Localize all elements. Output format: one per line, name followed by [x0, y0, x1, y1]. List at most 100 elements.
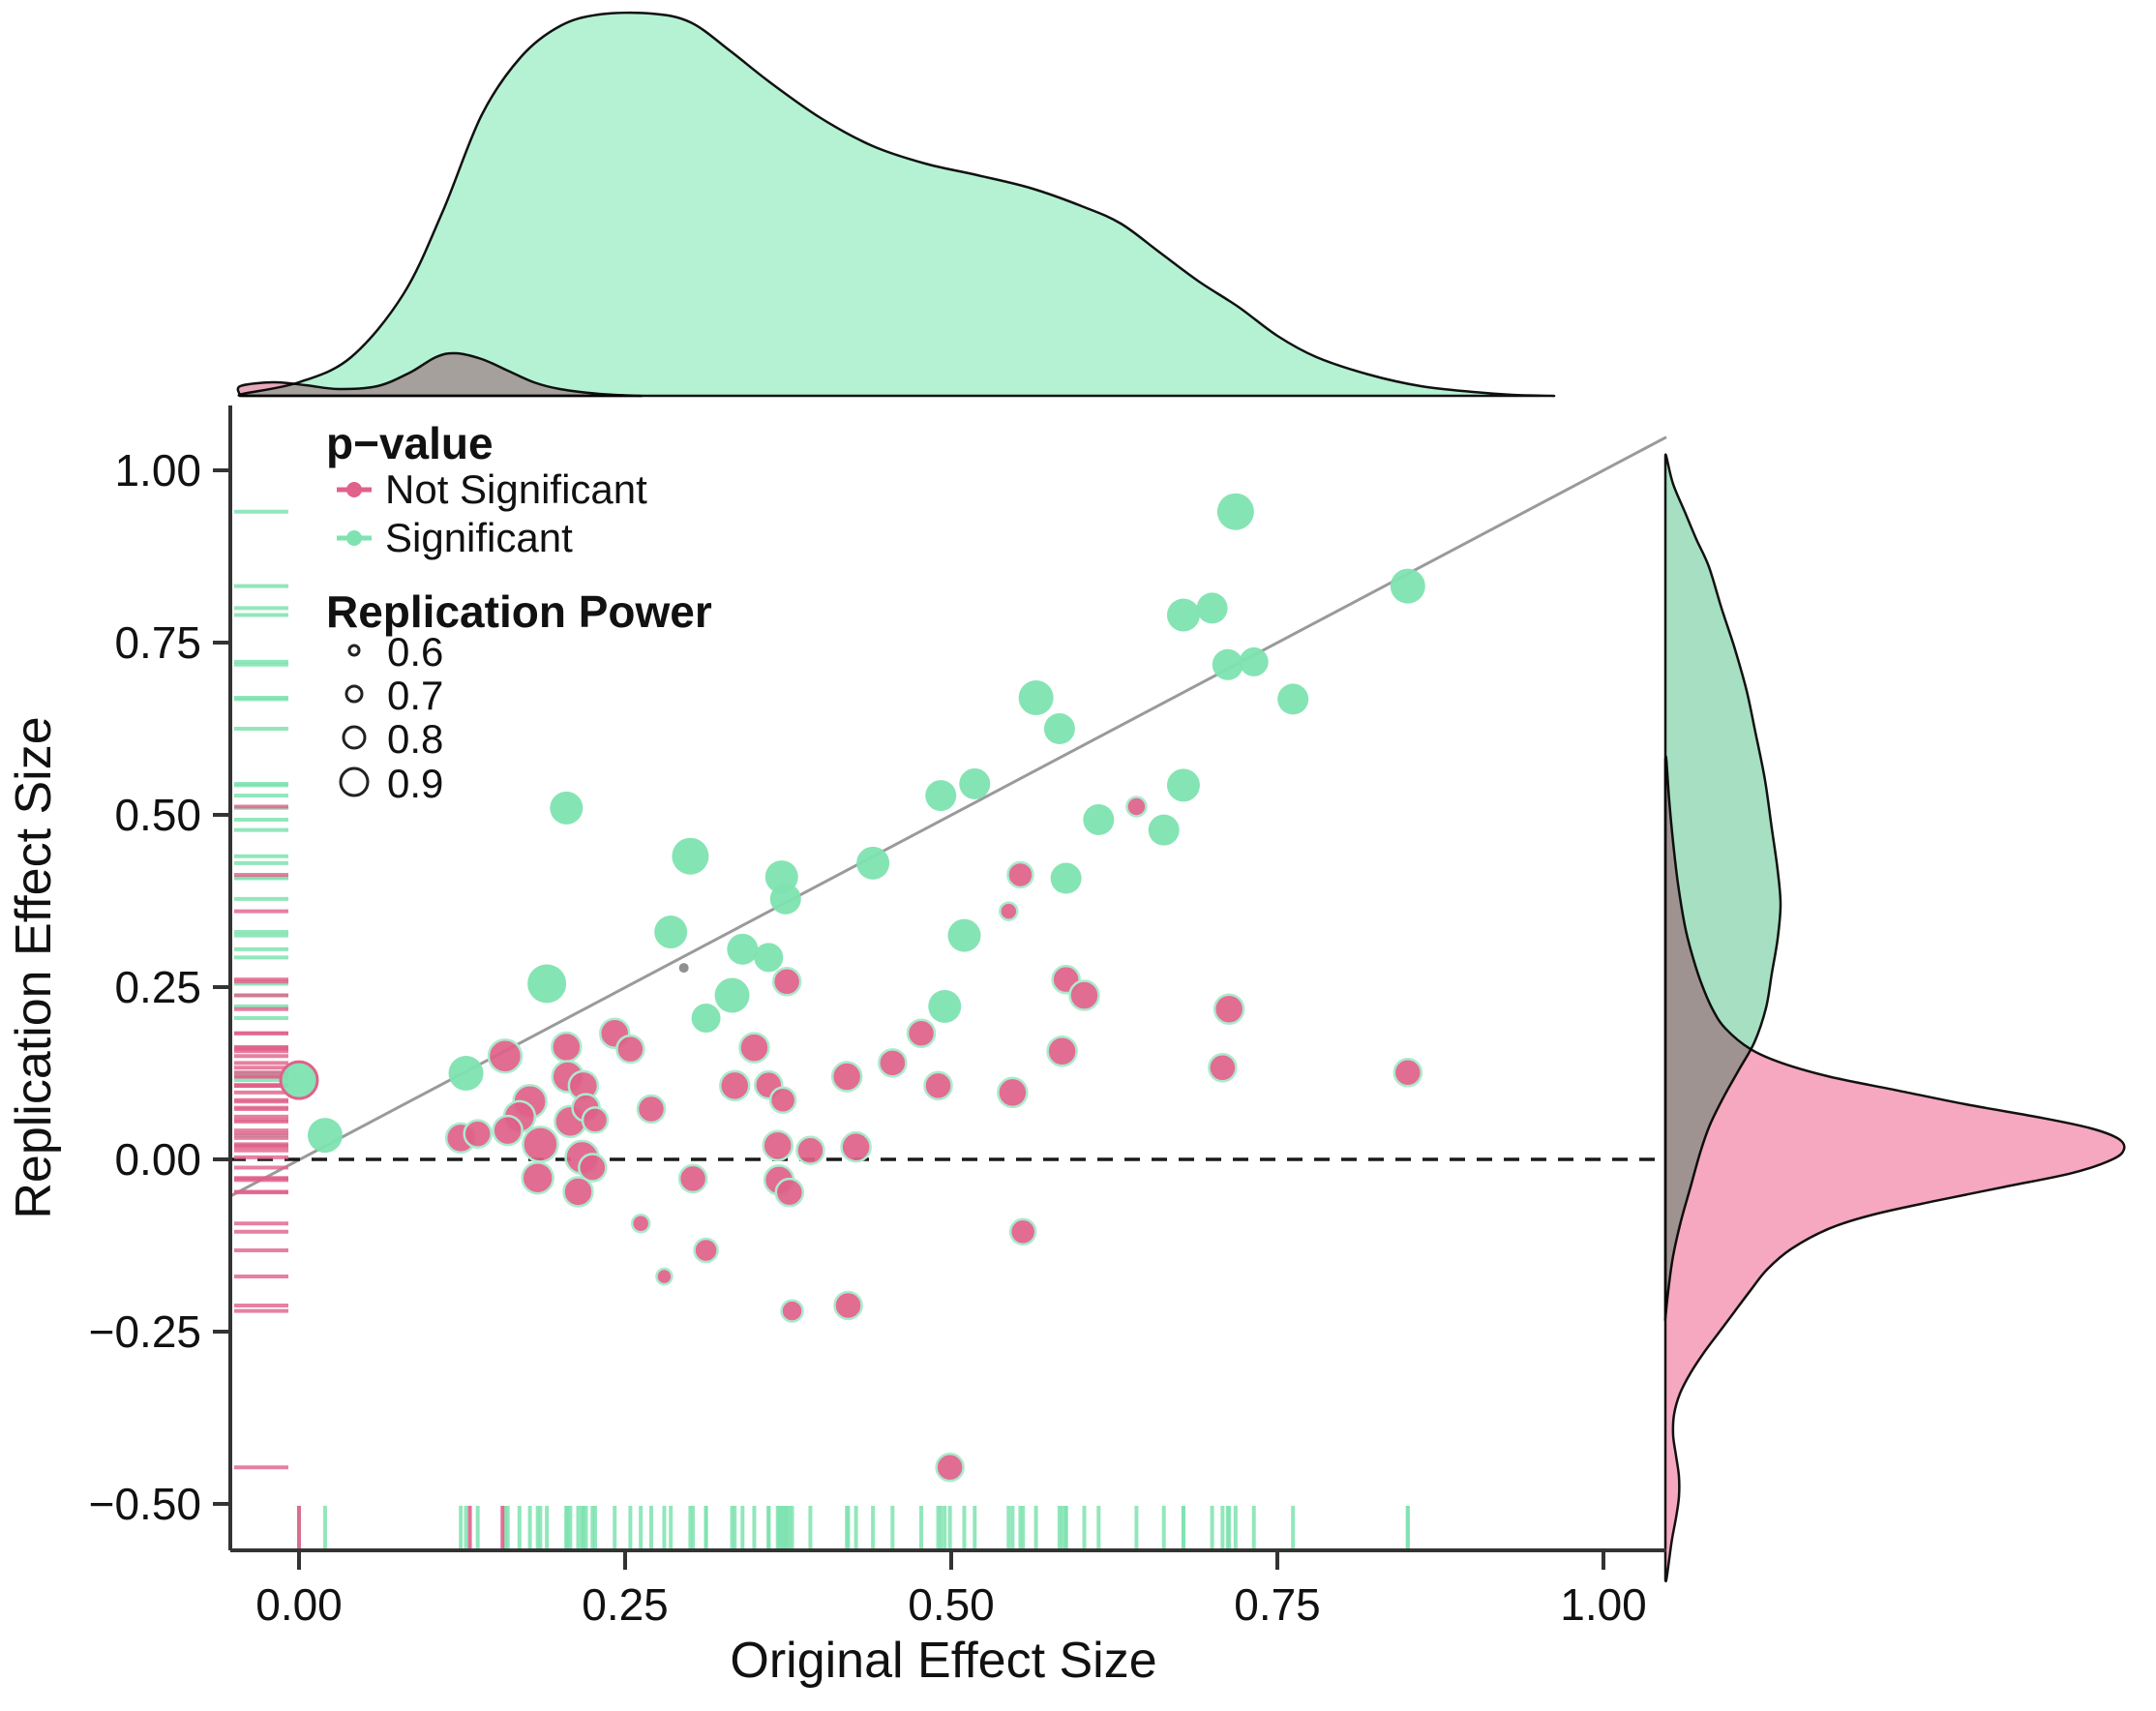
scatter-point-significant	[1083, 803, 1115, 835]
legend-power-title: Replication Power	[326, 586, 712, 637]
right-density-not-significant	[1663, 755, 2126, 1583]
scatter-point-not-significant	[693, 1237, 719, 1264]
scatter-point-not-significant	[677, 1163, 708, 1194]
scatter-point-not-significant	[997, 1076, 1029, 1109]
legend-power-circle	[344, 684, 364, 704]
x-tick-label: 0.75	[1234, 1579, 1321, 1630]
scatter-point-not-significant	[774, 1177, 805, 1208]
scatter-point-not-significant	[935, 1453, 965, 1483]
legend-power-label: 0.7	[387, 673, 443, 718]
scatter-point-not-significant	[1008, 1217, 1037, 1246]
legend-power-label: 0.6	[387, 629, 443, 675]
x-tick-label: 0.25	[582, 1579, 669, 1630]
scatter-point-other	[678, 963, 689, 974]
scatter-point-significant	[279, 1060, 319, 1100]
legend-pvalue-title: p−value	[326, 418, 494, 468]
scatter-point-not-significant	[522, 1126, 559, 1163]
axes: 1.00 0.75 0.50 0.25 0.00 −0.25 −0.50 0.00 0.25 0.…	[89, 405, 1667, 1630]
y-tick-label: 0.75	[114, 617, 201, 668]
scatter-point-significant	[1050, 862, 1082, 894]
scatter-point-not-significant	[1068, 979, 1100, 1011]
scatter-point-not-significant	[830, 1061, 863, 1093]
scatter-point-not-significant	[771, 967, 802, 997]
scatter-point-significant	[448, 1056, 484, 1091]
scatter-point-not-significant	[923, 1070, 953, 1101]
scatter-point-not-significant	[463, 1119, 493, 1149]
x-tick-label: 1.00	[1560, 1579, 1647, 1630]
y-tick-label: 0.50	[114, 790, 201, 840]
scatter-point-significant	[1043, 713, 1075, 744]
x-tick-label: 0.50	[908, 1579, 995, 1630]
x-axis-title: Original Effect Size	[730, 1633, 1156, 1689]
y-tick-label: −0.50	[89, 1479, 201, 1529]
x-tick-label: 0.00	[255, 1579, 343, 1630]
legend-power-circle	[342, 725, 367, 750]
scatter-point-not-significant	[1125, 795, 1148, 818]
scatter-point-significant	[1196, 592, 1228, 624]
scatter-point-not-significant	[738, 1032, 770, 1064]
y-tick-label: 0.00	[114, 1134, 201, 1185]
y-tick-label: 0.25	[114, 962, 201, 1012]
scatter-point-not-significant	[630, 1213, 651, 1234]
scatter-points	[279, 493, 1425, 1483]
scatter-point-not-significant	[906, 1018, 937, 1048]
scatter-point-not-significant	[833, 1290, 863, 1321]
rug-marks	[234, 509, 1410, 1548]
scatter-point-significant	[550, 791, 584, 825]
scatter-point-significant	[654, 916, 688, 949]
scatter-point-significant	[1277, 683, 1309, 715]
scatter-point-not-significant	[578, 1153, 608, 1183]
scatter-point-not-significant	[1208, 1053, 1238, 1083]
scatter-point-not-significant	[795, 1135, 825, 1165]
legend-power-circle	[347, 644, 361, 657]
scatter-point-not-significant	[581, 1106, 610, 1134]
scatter-point-significant	[1148, 814, 1180, 846]
legend-significant-glyph	[346, 530, 362, 546]
scatter-point-not-significant	[878, 1048, 908, 1078]
scatter-point-not-significant	[492, 1114, 524, 1147]
scatter-point-significant	[1018, 679, 1054, 715]
y-tick-label: −0.25	[89, 1306, 201, 1357]
scatter-point-not-significant	[1046, 1035, 1078, 1067]
scatter-point-not-significant	[636, 1094, 667, 1125]
marginal-densities	[236, 11, 2126, 1583]
scatter-point-significant	[727, 933, 759, 965]
top-density-significant	[237, 11, 1556, 398]
legend-not-significant-glyph	[346, 482, 362, 497]
scatter-point-significant	[856, 846, 890, 880]
scatter-point-significant	[527, 964, 567, 1004]
scatter-point-not-significant	[780, 1299, 804, 1323]
scatter-point-not-significant	[762, 1129, 794, 1162]
y-axis-title: Replication Effect Size	[6, 716, 62, 1218]
top-density-not-significant	[236, 351, 643, 398]
scatter-point-significant	[1390, 568, 1425, 604]
scatter-point-not-significant	[718, 1069, 751, 1102]
scatter-point-significant	[928, 989, 962, 1023]
scatter-point-not-significant	[1213, 993, 1245, 1026]
scatter-point-not-significant	[551, 1031, 583, 1064]
scatter-point-significant	[1216, 493, 1254, 530]
scatter-point-not-significant	[768, 1086, 797, 1115]
scatter-point-not-significant	[1392, 1058, 1423, 1088]
scatter-point-significant	[947, 918, 981, 952]
scatter-point-significant	[1166, 768, 1200, 802]
scatter-point-significant	[1239, 646, 1269, 676]
legend-power-circle	[339, 766, 370, 797]
scatter-point-significant	[959, 767, 991, 799]
scatter-point-not-significant	[655, 1267, 674, 1286]
scatter-point-not-significant	[615, 1034, 645, 1065]
scatter-point-not-significant	[1006, 860, 1034, 889]
scatter-point-significant	[691, 1004, 721, 1034]
scatter-point-significant	[714, 977, 750, 1013]
legend-not-significant-label: Not Significant	[385, 466, 647, 512]
scatter-point-not-significant	[840, 1130, 872, 1163]
scatter-point-significant	[307, 1118, 343, 1154]
scatter-point-significant	[754, 943, 784, 973]
legend-power-label: 0.8	[387, 716, 443, 762]
scatter-point-significant	[672, 837, 709, 875]
scatter-point-significant	[925, 780, 957, 812]
legend-significant-label: Significant	[385, 515, 573, 560]
scatter-point-significant	[1212, 648, 1243, 680]
